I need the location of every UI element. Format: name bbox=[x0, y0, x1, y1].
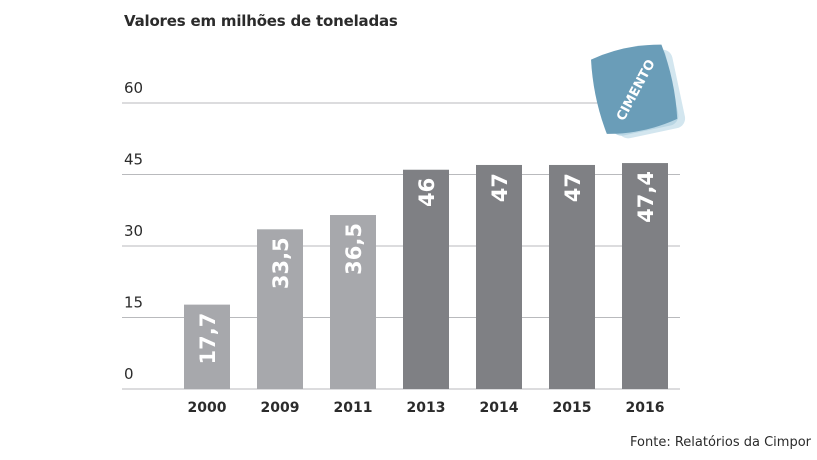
bar bbox=[184, 304, 230, 389]
x-tick-label: 2000 bbox=[188, 400, 227, 416]
bar bbox=[403, 169, 449, 389]
bar-value-label: 46 bbox=[415, 178, 439, 207]
bars: 17,7 33,5 36,5 46 47 47 47,4 bbox=[184, 163, 668, 389]
bar bbox=[257, 229, 303, 389]
x-tick-label: 2009 bbox=[261, 400, 300, 416]
cement-bag-icon: CIMENTO bbox=[591, 44, 686, 139]
y-tick-label: 60 bbox=[124, 79, 143, 97]
x-axis-ticks: 2000 2009 2011 2013 2014 2015 2016 bbox=[188, 400, 665, 416]
bar bbox=[330, 215, 376, 389]
y-axis-ticks: 0 15 30 45 60 bbox=[124, 79, 143, 383]
x-tick-label: 2011 bbox=[334, 400, 373, 416]
x-tick-label: 2013 bbox=[407, 400, 446, 416]
chart-subtitle: Valores em milhões de toneladas bbox=[124, 12, 398, 30]
bar-value-label: 47,4 bbox=[634, 171, 658, 223]
x-tick-label: 2015 bbox=[553, 400, 592, 416]
chart-source: Fonte: Relatórios da Cimpor bbox=[630, 435, 811, 450]
y-tick-label: 0 bbox=[124, 365, 134, 383]
bar-value-label: 47 bbox=[488, 173, 512, 202]
bar-value-label: 36,5 bbox=[342, 223, 366, 275]
bar-value-label: 17,7 bbox=[196, 313, 220, 365]
bar bbox=[622, 163, 668, 389]
x-tick-label: 2016 bbox=[626, 400, 665, 416]
y-tick-label: 15 bbox=[124, 294, 143, 312]
bar bbox=[476, 164, 522, 389]
bar bbox=[549, 164, 595, 389]
y-tick-label: 30 bbox=[124, 222, 143, 240]
y-tick-label: 45 bbox=[124, 151, 143, 169]
x-tick-label: 2014 bbox=[480, 400, 519, 416]
bar-value-label: 33,5 bbox=[269, 237, 293, 289]
bar-value-label: 47 bbox=[561, 173, 585, 202]
